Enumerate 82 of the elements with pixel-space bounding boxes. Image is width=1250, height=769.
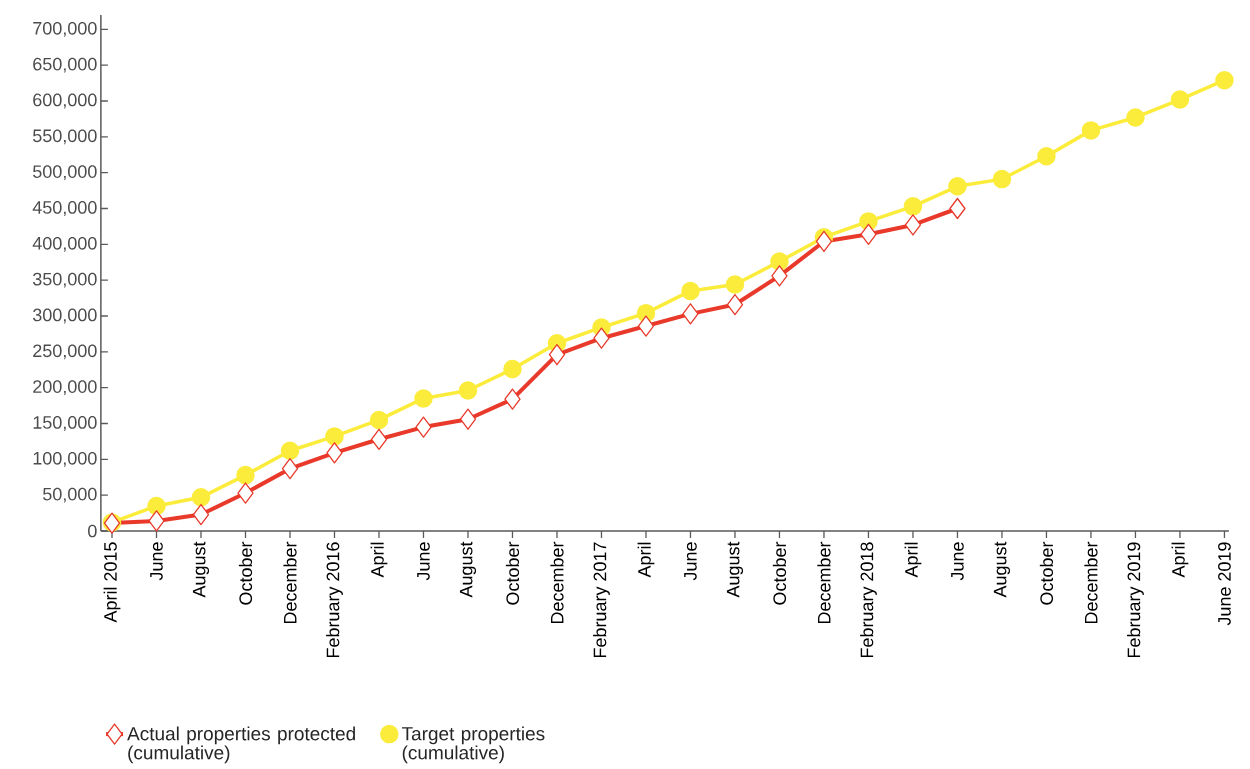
point bbox=[1215, 70, 1234, 90]
point bbox=[860, 223, 877, 245]
point bbox=[281, 458, 299, 480]
x-tick-label: February 2016 bbox=[326, 542, 343, 658]
y-tick-label: 0 bbox=[88, 524, 97, 538]
point bbox=[726, 293, 744, 316]
point bbox=[992, 169, 1012, 189]
point bbox=[815, 230, 833, 253]
x-tick-label: October bbox=[505, 541, 520, 605]
point bbox=[370, 428, 388, 450]
point bbox=[949, 197, 966, 220]
point bbox=[148, 510, 165, 532]
y-tick-label: 400,000 bbox=[32, 236, 97, 252]
x-tick-label: December bbox=[817, 541, 831, 624]
y-tick-label: 250,000 bbox=[33, 344, 97, 360]
x-tick-label: August bbox=[459, 541, 477, 598]
y-tick-label: 200,000 bbox=[33, 380, 97, 396]
point bbox=[414, 389, 433, 408]
point bbox=[504, 388, 521, 410]
point bbox=[637, 315, 655, 337]
y-tick-label: 650,000 bbox=[33, 57, 97, 73]
x-tick-label: December bbox=[283, 541, 297, 624]
point bbox=[369, 410, 389, 430]
legend-label: Actual properties protected (cumulative) bbox=[127, 726, 355, 764]
x-tick-label: February 2018 bbox=[860, 542, 877, 658]
point bbox=[682, 303, 699, 325]
point bbox=[770, 252, 789, 271]
x-tick-label: October bbox=[772, 541, 787, 605]
y-tick-label: 450,000 bbox=[32, 201, 97, 216]
x-tick-label: October bbox=[1039, 541, 1054, 605]
x-tick-label: August bbox=[726, 541, 744, 598]
x-tick-label: June bbox=[951, 542, 964, 581]
point bbox=[1170, 90, 1190, 109]
x-tick-label: February 2017 bbox=[593, 542, 610, 658]
point bbox=[904, 214, 922, 236]
point bbox=[1126, 108, 1145, 127]
point bbox=[192, 503, 210, 526]
point bbox=[280, 441, 300, 460]
y-tick-label: 600,000 bbox=[33, 93, 97, 109]
point bbox=[1037, 146, 1056, 166]
point bbox=[326, 442, 343, 464]
x-tick-label: June bbox=[684, 542, 697, 581]
point bbox=[325, 427, 344, 446]
point bbox=[948, 177, 967, 196]
point bbox=[725, 275, 745, 294]
point bbox=[771, 265, 788, 287]
y-tick-label: 500,000 bbox=[33, 165, 97, 181]
point bbox=[681, 281, 700, 301]
point bbox=[415, 416, 432, 438]
point bbox=[458, 381, 478, 400]
x-tick-label: April bbox=[1171, 542, 1189, 578]
y-tick-label: 350,000 bbox=[32, 272, 97, 288]
x-tick-label: June 2019 bbox=[1218, 542, 1231, 626]
x-tick-label: August bbox=[192, 541, 210, 598]
y-tick-label: 700,000 bbox=[33, 21, 97, 37]
point bbox=[191, 488, 211, 507]
x-tick-label: February 2019 bbox=[1127, 542, 1144, 658]
point bbox=[593, 327, 610, 349]
point bbox=[503, 359, 522, 379]
x-tick-label: April bbox=[904, 542, 922, 578]
point bbox=[237, 482, 254, 504]
point bbox=[1081, 121, 1101, 140]
x-tick-label: April bbox=[370, 542, 388, 578]
y-tick-label: 150,000 bbox=[33, 416, 97, 431]
y-tick-label: 550,000 bbox=[33, 129, 97, 145]
x-tick-label: June bbox=[417, 542, 430, 581]
y-tick-label: 50,000 bbox=[43, 487, 97, 503]
x-tick-label: December bbox=[1084, 541, 1098, 624]
legend-label: Target properties (cumulative) bbox=[401, 726, 545, 764]
point bbox=[147, 496, 166, 516]
point bbox=[459, 408, 477, 430]
x-tick-label: December bbox=[550, 541, 564, 624]
x-tick-label: April 2015 bbox=[103, 542, 121, 623]
y-tick-label: 300,000 bbox=[32, 308, 97, 324]
point bbox=[548, 344, 566, 366]
x-tick-label: October bbox=[238, 541, 253, 605]
x-tick-label: April bbox=[637, 542, 655, 578]
x-tick-label: August bbox=[993, 541, 1011, 598]
point bbox=[903, 197, 923, 216]
x-tick-label: June bbox=[150, 542, 163, 581]
point bbox=[236, 465, 255, 485]
y-tick-label: 100,000 bbox=[33, 451, 97, 467]
